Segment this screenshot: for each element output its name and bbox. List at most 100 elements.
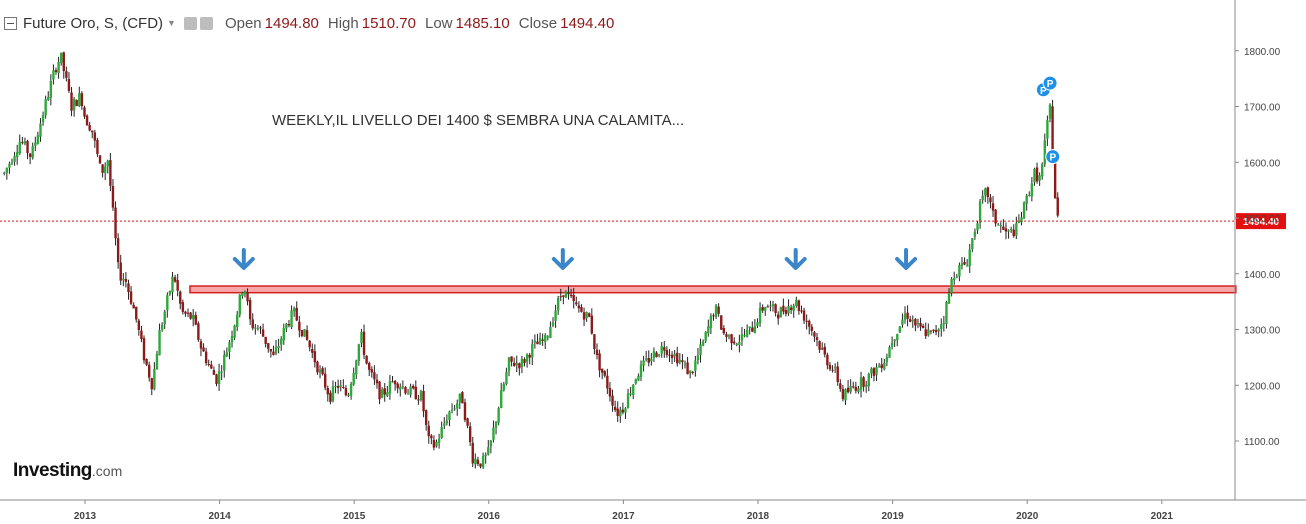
candle-body	[1043, 140, 1047, 165]
candle-body	[916, 323, 920, 325]
candle-body	[585, 312, 588, 319]
symbol-title[interactable]: Future Oro, S, (CFD)	[23, 14, 164, 32]
candle-body	[766, 306, 770, 308]
candle-body	[116, 238, 120, 263]
candle-body	[93, 132, 97, 141]
candle-body	[370, 369, 374, 373]
arrow-head	[784, 257, 807, 270]
candle-body	[298, 321, 301, 331]
candle-body	[308, 340, 311, 348]
candle-body	[210, 364, 213, 369]
y-tick-label: 1500.00	[1244, 214, 1281, 225]
candle-body	[717, 306, 720, 314]
candle-body	[204, 351, 208, 364]
candle-body	[815, 337, 819, 340]
candle-body	[1028, 194, 1031, 196]
candle-body	[525, 354, 529, 362]
candle-body	[611, 395, 614, 406]
candle-body	[171, 276, 174, 293]
candle-body	[613, 406, 617, 410]
candle-body	[828, 364, 832, 370]
candle-body	[155, 353, 159, 370]
candle-body	[122, 278, 125, 281]
settings-icon[interactable]	[199, 16, 213, 30]
eye-icon[interactable]	[183, 16, 197, 30]
candle-body	[569, 294, 573, 297]
candle-body	[261, 329, 265, 337]
candle-body	[450, 409, 454, 411]
candle-body	[849, 385, 852, 392]
candle-body	[1012, 229, 1015, 237]
x-tick-label: 2013	[74, 511, 97, 522]
candle-body	[919, 322, 922, 327]
candle-body	[500, 390, 503, 409]
candle-body	[103, 166, 107, 174]
candle-body	[39, 123, 42, 137]
candle-body	[129, 291, 133, 304]
candle-body	[383, 388, 386, 395]
p-marker-label: P	[1040, 86, 1047, 97]
candle-body	[347, 394, 350, 396]
y-tick-label: 1700.00	[1244, 103, 1281, 114]
candle-body	[163, 311, 166, 325]
candle-body	[668, 354, 671, 356]
candle-body	[624, 408, 627, 413]
candle-body	[877, 365, 881, 368]
y-tick-label: 1200.00	[1244, 381, 1281, 392]
candle-body	[497, 408, 500, 423]
candle-body	[3, 172, 6, 174]
candle-body	[75, 100, 78, 107]
candle-body	[699, 344, 702, 356]
candle-body	[727, 335, 731, 337]
candle-body	[507, 357, 511, 372]
candle-body	[927, 329, 930, 336]
candle-body	[748, 326, 751, 329]
candle-body	[1009, 229, 1013, 231]
candle-body	[321, 368, 324, 375]
candle-body	[769, 305, 772, 307]
candle-body	[67, 79, 71, 91]
candle-body	[259, 327, 262, 329]
candle-body	[1033, 168, 1036, 183]
candle-body	[254, 327, 257, 329]
candle-body	[782, 305, 785, 312]
candle-body	[13, 156, 16, 162]
candle-body	[978, 201, 982, 223]
candle-body	[670, 354, 674, 358]
candle-body	[380, 389, 384, 398]
current-price-label: 1494.40	[1243, 217, 1280, 228]
candle-body	[582, 312, 586, 320]
candle-body	[805, 320, 808, 322]
candle-body	[738, 342, 741, 345]
candle-body	[694, 360, 697, 371]
candle-body	[251, 319, 254, 329]
candle-body	[396, 383, 399, 389]
candle-body	[839, 383, 842, 389]
investing-logo: Investing.com	[13, 460, 122, 482]
candle-body	[166, 295, 169, 311]
candle-body	[932, 329, 935, 331]
candle-body	[339, 385, 342, 387]
candle-body	[867, 373, 870, 387]
arrow-head	[895, 257, 918, 270]
candle-body	[924, 329, 927, 337]
chevron-down-icon[interactable]: ▼	[167, 18, 176, 28]
candle-body	[676, 352, 679, 364]
candle-body	[629, 393, 632, 395]
candle-body	[303, 329, 306, 337]
candle-body	[572, 295, 575, 302]
candle-body	[15, 152, 19, 158]
candle-body	[280, 339, 283, 345]
candle-body	[502, 383, 506, 391]
candle-body	[119, 262, 122, 281]
candle-body	[704, 331, 707, 341]
candle-body	[751, 327, 754, 332]
candle-body	[274, 347, 278, 354]
collapse-icon[interactable]	[4, 16, 17, 30]
candle-body	[72, 98, 76, 111]
candle-body	[562, 295, 565, 297]
candle-body	[342, 386, 345, 388]
candle-body	[404, 387, 407, 394]
